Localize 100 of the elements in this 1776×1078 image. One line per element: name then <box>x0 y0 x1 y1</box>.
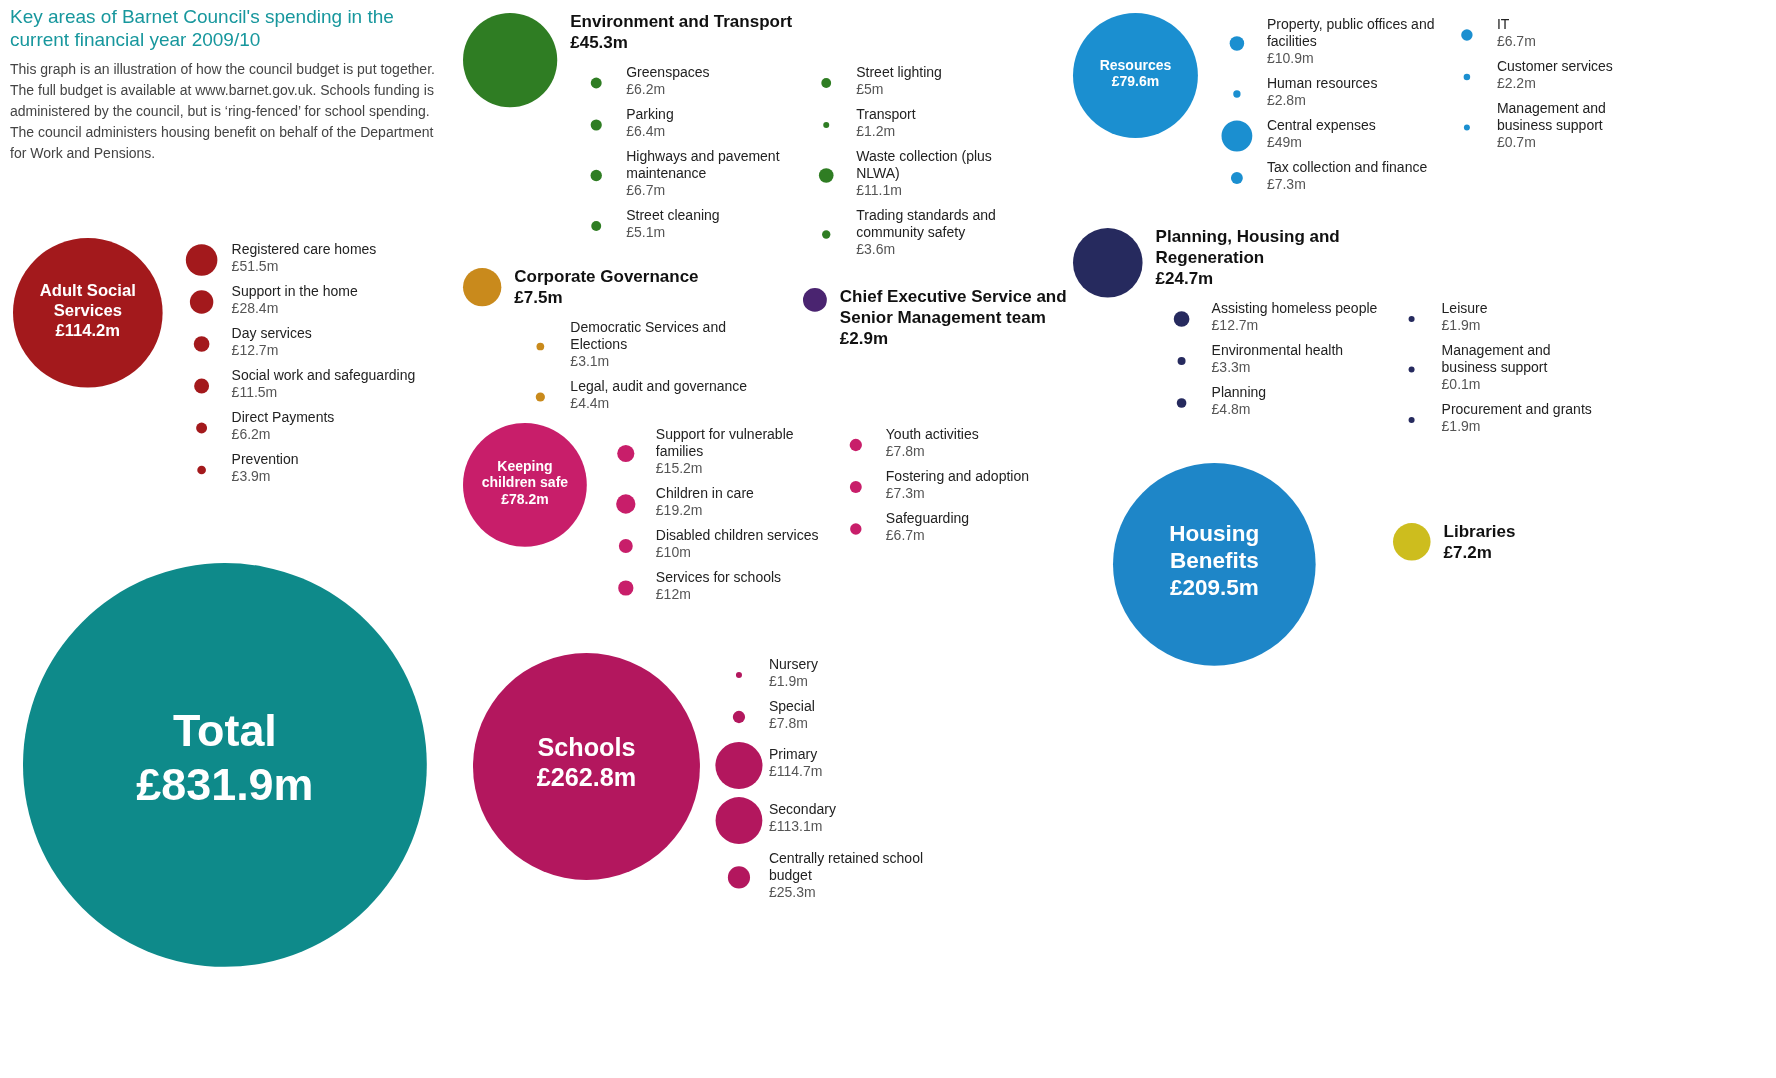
category-label: Libraries <box>1443 522 1516 542</box>
data-label: £7.2m <box>1443 543 1492 563</box>
data-label: £11.1m <box>856 181 902 198</box>
data-label: £114.2m <box>55 320 121 340</box>
category-label: Procurement and grants <box>1441 400 1592 417</box>
category-label: Services for schools <box>655 568 782 585</box>
category-label: Property, public offices and facilities <box>1266 15 1435 49</box>
category-label: Primary <box>768 746 818 763</box>
category-label: Trading standards and community safety <box>856 206 996 240</box>
data-label: £6.2m <box>626 80 666 97</box>
category-label: Support in the home <box>231 282 358 299</box>
category-label: Total <box>172 704 277 756</box>
category-label: Special <box>768 697 815 714</box>
category-label: Adult Social Services <box>39 280 136 320</box>
data-label: £6.7m <box>1496 32 1536 49</box>
data-label: £49m <box>1266 133 1302 150</box>
data-label: £6.2m <box>231 425 271 442</box>
data-label: £262.8m <box>536 763 637 792</box>
text: Key areas of Barnet Council's spending in the current financial year 2009/10 <box>10 5 395 51</box>
category-label: Children in care <box>655 484 755 501</box>
category-label: Social work and safeguarding <box>231 366 416 383</box>
data-label: £209.5m <box>1169 575 1259 601</box>
data-label: £6.4m <box>626 122 666 139</box>
data-label: £3.3m <box>1211 358 1251 375</box>
data-label: £12.7m <box>231 341 279 358</box>
data-label: £0.1m <box>1441 375 1481 392</box>
category-label: Assisting homeless people <box>1211 299 1378 316</box>
category-label: Planning, Housing and Regeneration <box>1155 227 1340 268</box>
data-label: £4.8m <box>1211 400 1251 417</box>
data-label: £3.9m <box>231 467 271 484</box>
category-label: Human resources <box>1266 74 1378 91</box>
data-label: £24.7m <box>1155 269 1214 289</box>
data-label: £4.4m <box>570 394 610 411</box>
category-label: Parking <box>626 105 674 122</box>
category-label: Management and business support <box>1496 99 1606 133</box>
data-label: £12m <box>655 585 691 602</box>
category-label: Secondary <box>768 801 836 818</box>
data-label: £15.2m <box>655 459 703 476</box>
category-label: Environmental health <box>1211 341 1344 358</box>
data-label: £3.1m <box>570 352 610 369</box>
category-label: Transport <box>856 105 916 122</box>
category-label: Central expenses <box>1266 116 1376 133</box>
category-label: Resources <box>1099 56 1172 73</box>
data-label: £10m <box>655 543 691 560</box>
data-label: £51.5m <box>231 257 279 274</box>
data-label: £2.8m <box>1266 91 1306 108</box>
category-label: Waste collection (plus NLWA) <box>856 147 992 181</box>
category-label: Direct Payments <box>231 408 335 425</box>
data-label: £1.9m <box>1441 417 1481 434</box>
category-label: Leisure <box>1441 299 1488 316</box>
category-label: IT <box>1496 15 1510 32</box>
data-label: £79.6m <box>1111 73 1160 90</box>
data-label: £7.8m <box>885 442 925 459</box>
data-label: £7.3m <box>1266 175 1306 192</box>
data-label: £113.1m <box>768 818 823 835</box>
data-label: £6.7m <box>626 181 666 198</box>
category-label: Environment and Transport <box>570 12 793 32</box>
category-label: Street cleaning <box>626 206 720 223</box>
category-label: Prevention <box>231 450 299 467</box>
category-label: Greenspaces <box>626 63 710 80</box>
data-label: £11.5m <box>231 383 278 400</box>
category-label: Nursery <box>768 655 818 672</box>
category-label: Fostering and adoption <box>885 467 1030 484</box>
data-label: £28.4m <box>231 299 279 316</box>
data-label: £6.7m <box>885 526 925 543</box>
data-label: £2.9m <box>839 329 889 349</box>
category-label: Youth activities <box>885 425 979 442</box>
category-label: Centrally retained school budget <box>768 849 924 883</box>
data-label: £831.9m <box>136 758 314 810</box>
data-label: £45.3m <box>570 33 628 53</box>
category-label: Schools <box>537 732 636 761</box>
category-label: Tax collection and finance <box>1266 158 1428 175</box>
category-label: Day services <box>231 324 312 341</box>
data-label: £19.2m <box>655 501 703 518</box>
category-label: Housing Benefits <box>1169 521 1260 574</box>
category-label: Support for vulnerable families <box>655 425 794 459</box>
category-label: Management and business support <box>1441 341 1551 375</box>
category-label: Planning <box>1211 383 1267 400</box>
data-label: £2.2m <box>1496 74 1536 91</box>
category-label: Disabled children services <box>655 526 819 543</box>
category-label: Registered care homes <box>231 240 377 257</box>
data-label: £1.9m <box>768 672 808 689</box>
category-label: Democratic Services and Elections <box>570 318 726 352</box>
category-label: Legal, audit and governance <box>570 377 748 394</box>
data-label: £78.2m <box>501 491 549 508</box>
data-label: £7.3m <box>885 484 925 501</box>
data-label: £1.9m <box>1441 316 1481 333</box>
text: This graph is an illustration of how the council budget is put together. The full budget is available at www.barnet.gov.uk. Schools funding is administered by the council, but is ‘ring-fenced’ for school spending. The council administers housing benefit on behalf of the Department for Work and Pensions. <box>10 60 436 163</box>
category-label: Keeping children safe <box>481 457 569 491</box>
category-label: Customer services <box>1496 57 1613 74</box>
data-label: £7.8m <box>768 714 808 731</box>
category-label: Street lighting <box>856 63 942 80</box>
data-label: £10.9m <box>1266 49 1314 66</box>
data-label: £114.7m <box>768 763 823 780</box>
category-label: Corporate Governance <box>514 267 699 287</box>
data-label: £7.5m <box>514 288 563 308</box>
category-label: Chief Executive Service and Senior Management team <box>839 287 1067 328</box>
data-label: £5.1m <box>626 223 666 240</box>
data-label: £3.6m <box>856 240 896 257</box>
category-label: Safeguarding <box>885 509 970 526</box>
